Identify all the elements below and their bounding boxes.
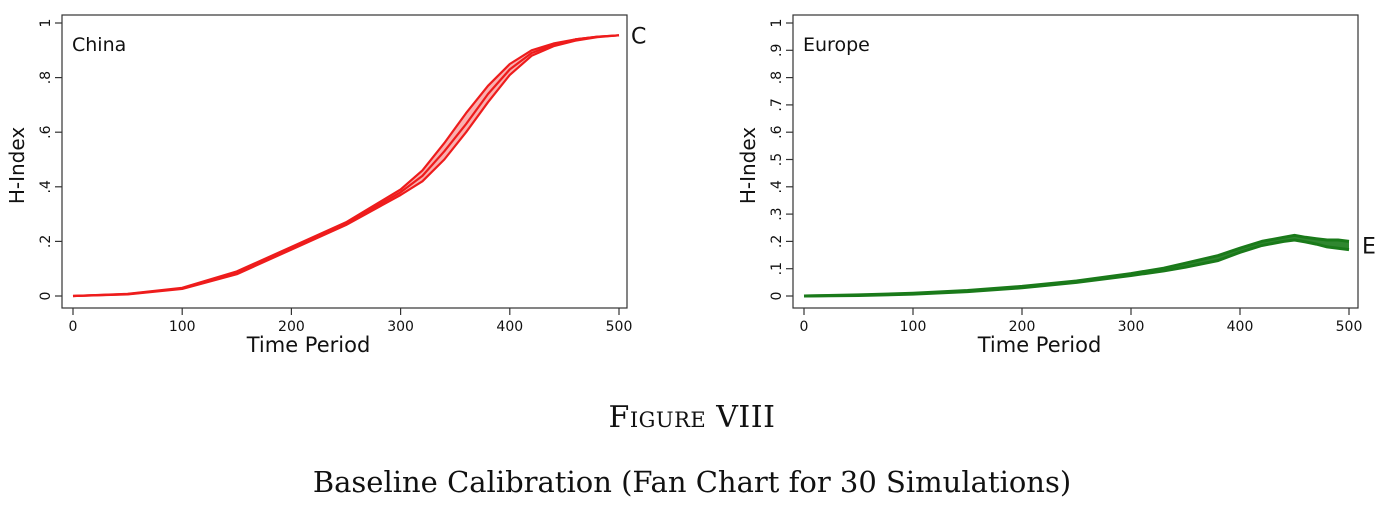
x-tick-label: 100: [900, 319, 927, 335]
x-tick-label: 300: [387, 319, 414, 335]
x-tick-label: 200: [278, 319, 305, 335]
y-tick-label: .2: [38, 235, 54, 248]
panel-label: Europe: [803, 34, 870, 56]
y-tick-label: .6: [38, 125, 54, 138]
x-tick-label: 500: [1336, 319, 1363, 335]
end-label: E: [1362, 234, 1376, 259]
y-tick-label: 0: [38, 292, 54, 301]
y-tick-label: .4: [38, 180, 54, 193]
x-tick-label: 0: [69, 319, 78, 335]
x-tick-label: 0: [800, 319, 809, 335]
y-tick-label: .1: [769, 262, 785, 275]
y-axis-label: H-Index: [736, 127, 760, 204]
plot-frame: [792, 14, 1359, 309]
x-tick-label: 100: [169, 319, 196, 335]
x-axis-label: Time Period: [977, 333, 1102, 357]
chart-panel-europe: 0 .1 .2 .3 .4 .5 .6 .7 .8 .9 1 0 100 200 300 400 500 Time…: [736, 14, 1376, 357]
x-tick-label: 300: [1118, 319, 1145, 335]
x-axis-label: Time Period: [246, 333, 371, 357]
figure-number: Figure VIII: [608, 400, 776, 435]
y-tick-label: .8: [38, 71, 54, 84]
fan-band: [73, 35, 619, 297]
y-tick-label: .8: [769, 71, 785, 84]
series-line-lower: [803, 238, 1350, 298]
y-axis-label: H-Index: [5, 127, 29, 204]
end-label: C: [631, 24, 646, 49]
y-tick-label: .9: [769, 44, 785, 57]
y-tick-label: 1: [769, 19, 785, 28]
chart-panel-china: 0 .2 .4 .6 .8 1 0 100 200 300 400 500 Time Period H-I…: [5, 14, 646, 357]
panel-label: China: [72, 34, 126, 56]
y-tick-label: 0: [769, 292, 785, 301]
series-line-upper: [72, 34, 620, 298]
y-tick-label: .5: [769, 153, 785, 166]
series-line-lower: [72, 34, 620, 298]
y-tick-label: .6: [769, 125, 785, 138]
y-tick-label: .3: [769, 207, 785, 220]
y-tick-label: .2: [769, 235, 785, 248]
x-tick-label: 200: [1009, 319, 1036, 335]
y-tick-label: .7: [769, 98, 785, 111]
plot-frame: [61, 14, 628, 309]
y-tick-label: 1: [38, 19, 54, 28]
series-line-mid: [72, 34, 620, 298]
y-tick-label: .4: [769, 180, 785, 193]
x-tick-label: 500: [606, 319, 633, 335]
x-tick-label: 400: [1227, 319, 1254, 335]
figure-title: Baseline Calibration (Fan Chart for 30 S…: [312, 465, 1072, 499]
x-tick-label: 400: [496, 319, 523, 335]
